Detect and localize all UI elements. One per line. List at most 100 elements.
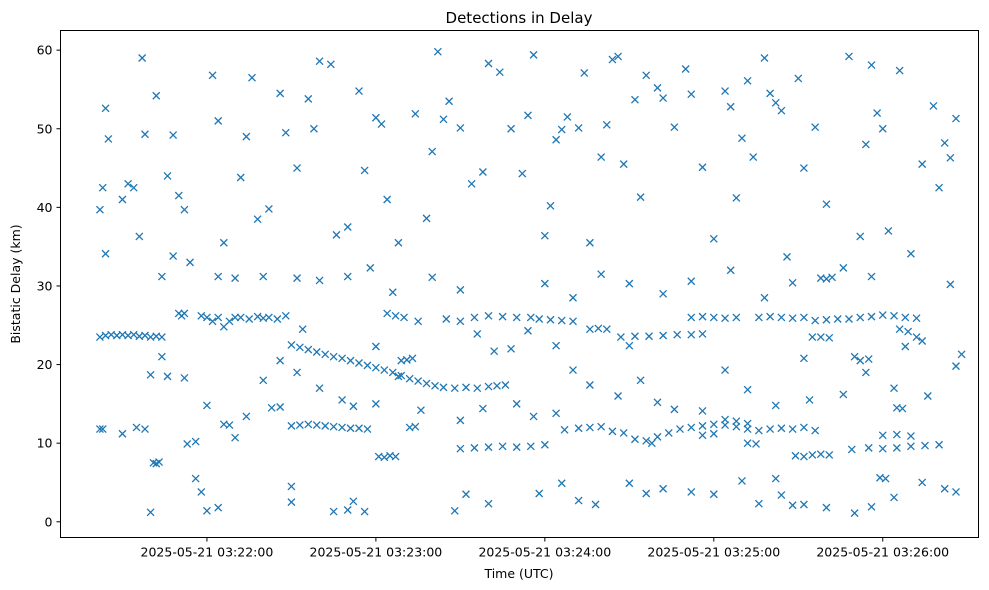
data-point xyxy=(276,403,285,411)
data-point xyxy=(180,309,189,318)
data-point xyxy=(594,324,603,333)
data-point xyxy=(529,412,538,421)
data-point xyxy=(783,252,791,261)
data-point xyxy=(118,195,127,204)
data-point xyxy=(799,164,808,173)
data-point xyxy=(822,503,831,512)
data-point xyxy=(946,153,955,162)
data-point xyxy=(470,313,479,322)
data-point xyxy=(687,423,696,432)
data-point xyxy=(794,74,803,83)
data-point xyxy=(355,359,363,367)
data-point xyxy=(709,490,718,499)
chart-title: Detections in Delay xyxy=(446,9,593,27)
data-point xyxy=(825,333,834,342)
data-point xyxy=(456,416,465,425)
data-point xyxy=(484,311,493,320)
data-point xyxy=(616,333,625,342)
data-point xyxy=(157,272,166,281)
data-point xyxy=(952,114,960,123)
data-point xyxy=(498,442,507,451)
data-point xyxy=(777,424,786,433)
data-point xyxy=(585,423,594,432)
data-point xyxy=(771,474,780,483)
data-point xyxy=(895,66,904,75)
data-point xyxy=(721,415,730,424)
y-tick-label: 30 xyxy=(37,278,53,293)
data-point xyxy=(498,312,507,321)
data-point xyxy=(518,169,527,178)
data-point xyxy=(856,356,865,365)
data-point xyxy=(470,443,479,452)
data-point xyxy=(799,313,808,322)
data-point xyxy=(394,372,403,381)
data-point xyxy=(180,205,189,214)
data-point xyxy=(383,309,392,318)
data-point xyxy=(152,91,161,100)
data-point xyxy=(918,160,927,169)
data-point xyxy=(884,226,893,235)
data-point xyxy=(698,406,707,415)
data-point xyxy=(371,113,380,122)
data-point xyxy=(659,331,668,340)
data-point xyxy=(363,425,372,433)
data-point xyxy=(839,263,848,272)
data-point xyxy=(394,238,403,247)
data-point xyxy=(456,285,465,294)
data-point xyxy=(670,123,679,132)
data-point xyxy=(391,452,400,461)
data-point xyxy=(349,402,358,411)
data-point xyxy=(462,490,470,499)
data-point xyxy=(754,499,763,508)
data-point xyxy=(738,476,746,485)
data-point xyxy=(380,453,389,462)
data-point xyxy=(906,249,915,258)
data-point xyxy=(754,426,763,435)
data-point xyxy=(484,499,493,508)
data-point xyxy=(799,423,808,432)
data-point xyxy=(259,376,268,385)
data-point xyxy=(355,424,363,433)
data-point xyxy=(366,263,375,272)
data-point xyxy=(98,183,107,192)
data-point xyxy=(343,506,352,514)
data-point xyxy=(169,252,178,261)
data-point xyxy=(630,332,639,341)
y-tick-label: 0 xyxy=(45,514,53,529)
data-point xyxy=(253,312,262,321)
data-point xyxy=(918,478,927,487)
data-point xyxy=(380,366,389,375)
data-point xyxy=(788,501,797,510)
data-point xyxy=(867,312,876,321)
data-point xyxy=(698,329,707,338)
data-point xyxy=(349,497,358,506)
data-point xyxy=(248,73,256,82)
data-point xyxy=(839,390,848,399)
y-tick-label: 60 xyxy=(37,43,53,58)
data-point xyxy=(676,425,684,433)
data-point xyxy=(771,401,780,410)
data-point xyxy=(495,68,504,77)
data-point xyxy=(659,484,668,493)
data-point xyxy=(315,276,324,285)
data-point xyxy=(901,342,910,351)
data-point xyxy=(822,315,831,324)
data-point xyxy=(602,325,611,334)
data-point xyxy=(371,342,380,351)
data-point xyxy=(163,171,172,180)
data-point xyxy=(850,352,859,361)
data-point xyxy=(526,313,535,322)
data-point xyxy=(264,313,273,322)
data-point xyxy=(540,279,549,288)
data-point xyxy=(895,325,904,334)
x-tick-label: 2025-05-21 03:24:00 xyxy=(478,545,611,560)
data-point xyxy=(95,333,104,342)
data-point xyxy=(281,128,290,137)
data-point xyxy=(766,89,775,98)
data-point xyxy=(822,200,831,209)
data-point xyxy=(552,135,561,144)
data-point xyxy=(847,445,856,454)
x-axis: 2025-05-21 03:22:00 2025-05-21 03:23:00 20… xyxy=(141,537,949,560)
y-tick-label: 40 xyxy=(37,200,53,215)
data-point xyxy=(709,313,718,322)
